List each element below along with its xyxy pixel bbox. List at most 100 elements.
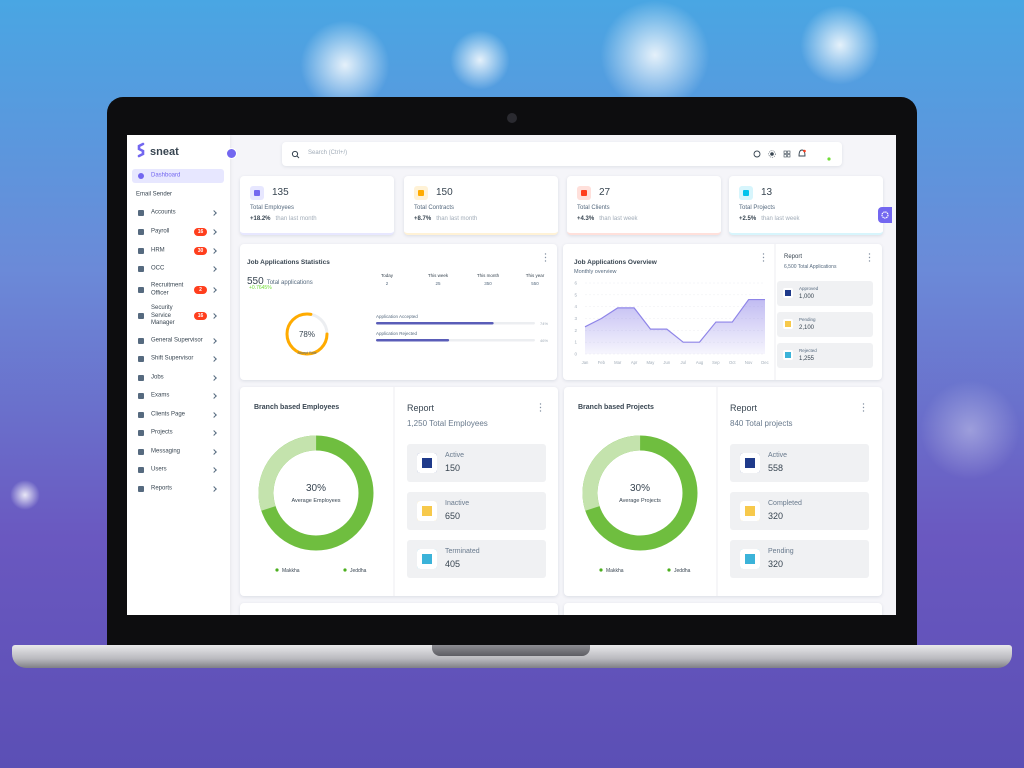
menu-item[interactable]: Reports: [132, 482, 224, 496]
menu-badge: 2: [194, 286, 207, 294]
legend-label: Makkha: [282, 568, 300, 574]
progress-bar: [376, 322, 494, 325]
menu-label: Clients Page: [151, 411, 186, 418]
legend-dot: [599, 568, 603, 572]
x-tick-label: May: [646, 360, 655, 365]
stat-card: 13 Total Projects +2.5% than last week: [729, 176, 883, 235]
menu-item[interactable]: General Supervisor: [132, 334, 224, 348]
menu-item[interactable]: Shift Supervisor: [132, 352, 224, 366]
stat-change-line: +18.2% than last month: [250, 216, 317, 222]
report-item: Rejected 1,255: [777, 343, 873, 368]
menu-item[interactable]: Recruitment Officer 2: [132, 283, 224, 297]
menu-icon: [138, 412, 144, 418]
menu-label: OCC: [151, 265, 165, 272]
stat-label: Total Clients: [577, 205, 610, 211]
menu-item[interactable]: Users: [132, 463, 224, 477]
x-tick-label: Dec: [761, 360, 768, 365]
menu-icon: [138, 266, 144, 272]
x-tick-label: Jun: [663, 360, 670, 365]
report-item-value: 150: [445, 463, 461, 473]
search-bar[interactable]: Search (Ctrl+/): [282, 142, 842, 166]
progress-value: 74%: [540, 321, 548, 326]
legend-label: Jeddha: [674, 568, 691, 574]
menu-label: General Supervisor: [151, 337, 203, 344]
logo-icon: [137, 142, 145, 158]
report-icon: [740, 501, 760, 521]
stat-label: Total Contracts: [414, 205, 455, 211]
menu-icon: [138, 467, 144, 473]
menu-icon: [138, 356, 144, 362]
x-tick-label: Jan: [582, 360, 589, 365]
report-item: Approved 1,000: [777, 281, 873, 306]
menu-item[interactable]: HRM 30: [132, 244, 224, 258]
collapse-button[interactable]: [226, 148, 237, 159]
graphic: [868, 253, 871, 262]
menu-item[interactable]: Jobs: [132, 371, 224, 385]
avatar-status: [827, 157, 831, 161]
settings-button[interactable]: [878, 207, 892, 223]
report-item-label: Terminated: [445, 548, 480, 555]
menu-item[interactable]: OCC: [132, 262, 224, 276]
line: [584, 298, 765, 343]
y-tick-label: 6: [574, 281, 577, 286]
report-item: Completed 320: [730, 492, 869, 530]
graphic: [539, 403, 542, 412]
donut-segment: [258, 435, 374, 551]
x-tick-label: Aug: [696, 360, 704, 365]
apps-icon: [787, 154, 791, 158]
more-menu[interactable]: [539, 403, 542, 412]
menu-item[interactable]: Security Service Manager 16: [132, 305, 224, 326]
card-title: Job Applications Statistics: [247, 259, 330, 266]
stat-value: 135: [272, 187, 289, 198]
menu-label: Shift Supervisor: [151, 355, 194, 362]
report-item-label: Rejected: [799, 348, 817, 353]
menu-item[interactable]: Exams: [132, 389, 224, 403]
graphic: 78% Accept Rate Application Accepted 74% App…: [285, 312, 548, 356]
report-icon: [740, 549, 760, 569]
menu-item[interactable]: Dashboard: [132, 169, 224, 183]
dot: [862, 403, 865, 405]
period-label: This year: [525, 273, 545, 278]
donut-subtitle: Average Projects: [619, 498, 661, 504]
card-title: Branch based Employees: [254, 404, 340, 411]
report-item: Active 558: [730, 444, 869, 482]
menu-label: Messaging: [151, 448, 181, 455]
total-label: Total applications: [266, 280, 313, 286]
dot: [762, 256, 765, 259]
graphic: [291, 149, 831, 161]
menu-item[interactable]: Projects: [132, 426, 224, 440]
search-placeholder: Search (Ctrl+/): [308, 150, 348, 156]
menu-item[interactable]: Messaging: [132, 445, 224, 459]
period-label: This week: [427, 273, 449, 278]
y-tick-label: 1: [574, 340, 577, 345]
more-menu[interactable]: [868, 253, 871, 262]
menu-item[interactable]: Accounts: [132, 206, 224, 220]
more-menu[interactable]: [762, 253, 765, 262]
menu-icon: [138, 248, 144, 254]
bell-icon: [798, 149, 806, 157]
menu-label: Security Service Manager: [151, 304, 175, 326]
period-value: 350: [484, 281, 492, 286]
settings-icon: [881, 211, 889, 219]
legend-label: Jeddha: [350, 568, 367, 574]
bokeh: [450, 30, 510, 90]
report-item-label: Active: [768, 452, 788, 459]
menu-item[interactable]: Email Sender: [132, 188, 224, 202]
menu-icon: [138, 313, 144, 319]
menu-label: Dashboard: [151, 172, 181, 179]
gauge-value: 78%: [299, 330, 315, 339]
stat-note: than last week: [761, 216, 800, 222]
report-icon: [417, 453, 437, 473]
x-tick-label: Oct: [729, 360, 736, 365]
stat-value: 150: [436, 187, 453, 198]
x-tick-label: Sep: [712, 360, 720, 365]
menu-item[interactable]: Clients Page: [132, 408, 224, 422]
overview-card: Job Applications Overview Monthly overvie…: [563, 244, 882, 380]
report-icon: [783, 319, 793, 329]
laptop-base: [12, 645, 1012, 668]
more-menu[interactable]: [862, 403, 865, 412]
period-value: 25: [435, 281, 441, 286]
report-title: Report: [730, 403, 758, 413]
more-menu[interactable]: [544, 253, 547, 262]
menu-item[interactable]: Payroll 16: [132, 225, 224, 239]
